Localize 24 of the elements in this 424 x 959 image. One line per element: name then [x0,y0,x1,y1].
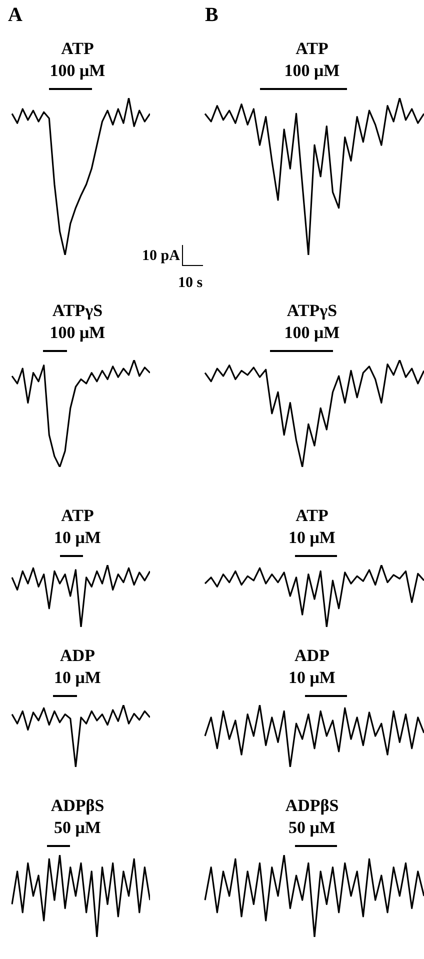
chart-title: ATP [294,38,330,60]
chart-title: ATP [60,505,95,527]
chart-subtitle: 100 μM [283,60,341,82]
chart-subtitle: 50 μM [53,817,102,839]
chart-subtitle: 10 μM [53,527,102,549]
chart-subtitle: 100 μM [48,322,106,344]
text: 10 s [178,275,203,292]
chart-subtitle: 10 μM [288,527,336,549]
chart-title: ATPγS [51,300,104,322]
chart-title: ATPγS [286,300,338,322]
annotation: 10 pA [142,248,180,265]
chart-subtitle: 100 μM [283,322,341,344]
chart-title: ATP [60,38,95,60]
text: B [205,4,218,27]
chart-title: ATP [294,505,330,527]
chart-title: ADPβS [50,795,106,817]
chart-subtitle: 10 μM [288,667,336,689]
chart-subtitle: 10 μM [53,667,102,689]
chart-title: ADP [59,645,96,667]
chart-title: ADPβS [284,795,340,817]
chart-title: ADP [294,645,330,667]
text: A [8,4,22,27]
chart-subtitle: 50 μM [288,817,336,839]
chart-subtitle: 100 μM [48,60,106,82]
